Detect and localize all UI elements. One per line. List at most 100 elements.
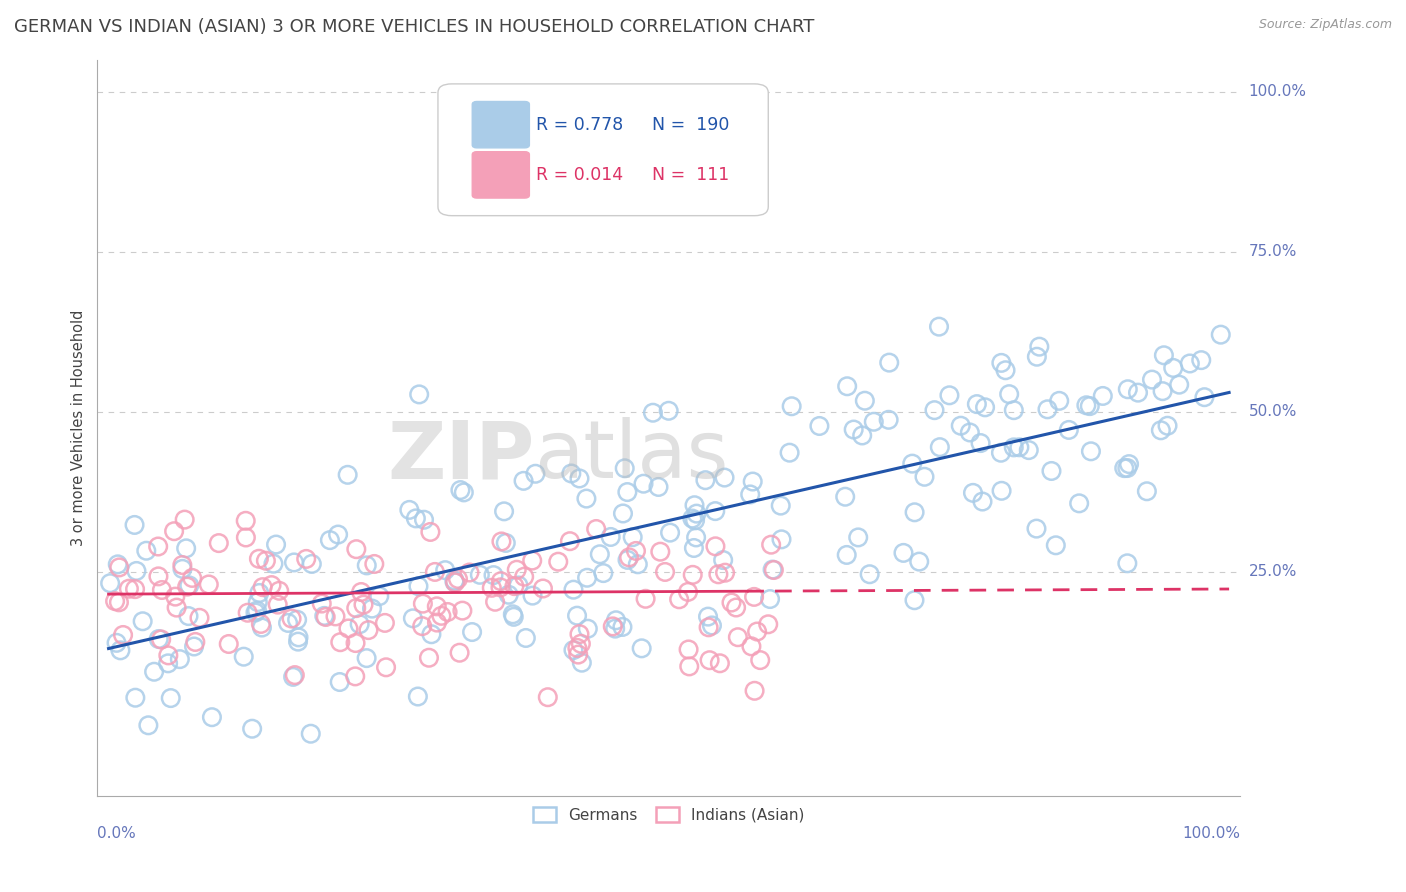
Point	[740, 640, 762, 654]
Point	[682, 567, 704, 582]
Point	[1168, 377, 1191, 392]
FancyBboxPatch shape	[472, 152, 530, 198]
Point	[700, 618, 723, 632]
Point	[284, 668, 307, 682]
Point	[453, 485, 475, 500]
Point	[697, 620, 720, 634]
Point	[138, 718, 160, 732]
Point	[998, 387, 1021, 401]
Point	[1036, 402, 1059, 417]
Point	[208, 536, 231, 550]
Point	[576, 622, 599, 636]
Point	[240, 722, 263, 736]
Point	[498, 588, 520, 602]
Point	[143, 665, 166, 679]
Point	[447, 572, 470, 586]
Point	[299, 727, 322, 741]
Point	[1116, 556, 1139, 570]
Point	[1047, 393, 1070, 408]
Point	[1118, 457, 1140, 471]
Point	[531, 582, 554, 596]
Text: atlas: atlas	[534, 417, 728, 495]
Point	[489, 574, 512, 589]
Point	[522, 553, 544, 567]
Point	[468, 567, 491, 582]
Point	[412, 597, 434, 611]
Point	[124, 582, 146, 596]
Point	[749, 653, 772, 667]
Point	[482, 568, 505, 582]
Point	[443, 574, 465, 589]
Point	[344, 601, 367, 615]
Point	[756, 617, 779, 632]
Point	[966, 397, 988, 411]
Point	[901, 457, 924, 471]
Point	[285, 613, 308, 627]
Point	[624, 544, 647, 558]
Point	[842, 423, 865, 437]
Point	[990, 483, 1012, 498]
Point	[301, 557, 323, 571]
Point	[759, 538, 782, 552]
Point	[630, 641, 652, 656]
Point	[969, 436, 991, 450]
Point	[924, 403, 946, 417]
Point	[1025, 350, 1047, 364]
Point	[720, 596, 742, 610]
Point	[650, 544, 672, 558]
Point	[236, 606, 259, 620]
Point	[685, 530, 707, 544]
Point	[325, 609, 347, 624]
Point	[357, 623, 380, 637]
Point	[148, 540, 170, 554]
Point	[928, 319, 950, 334]
Point	[654, 565, 676, 579]
Point	[592, 566, 614, 580]
Point	[621, 530, 644, 544]
Point	[287, 631, 309, 645]
Point	[835, 548, 858, 562]
Point	[181, 571, 204, 585]
Point	[1069, 496, 1091, 510]
Point	[515, 631, 537, 645]
Point	[990, 356, 1012, 370]
Text: N =  190: N = 190	[652, 116, 730, 134]
Point	[163, 524, 186, 539]
Point	[1002, 441, 1025, 455]
Point	[725, 600, 748, 615]
Point	[419, 524, 441, 539]
Point	[741, 475, 763, 489]
Point	[938, 388, 960, 402]
Y-axis label: 3 or more Vehicles in Household: 3 or more Vehicles in Household	[72, 310, 86, 546]
Point	[974, 401, 997, 415]
Point	[589, 547, 612, 561]
Point	[269, 583, 291, 598]
Point	[1140, 373, 1163, 387]
Point	[264, 537, 287, 551]
Point	[131, 614, 153, 628]
Point	[281, 670, 304, 684]
Point	[494, 504, 516, 518]
Point	[769, 499, 792, 513]
Point	[711, 553, 734, 567]
Point	[605, 622, 627, 636]
Legend: Germans, Indians (Asian): Germans, Indians (Asian)	[527, 801, 811, 829]
Point	[990, 446, 1012, 460]
Point	[150, 632, 173, 647]
Point	[1153, 348, 1175, 362]
Point	[834, 490, 856, 504]
Point	[363, 557, 385, 571]
Point	[254, 554, 277, 568]
Point	[762, 563, 785, 577]
Text: GERMAN VS INDIAN (ASIAN) 3 OR MORE VEHICLES IN HOUSEHOLD CORRELATION CHART: GERMAN VS INDIAN (ASIAN) 3 OR MORE VEHIC…	[14, 18, 814, 36]
Point	[260, 578, 283, 592]
Point	[508, 578, 530, 592]
Point	[124, 518, 146, 533]
Point	[451, 604, 474, 618]
Point	[678, 659, 700, 673]
Point	[994, 363, 1017, 377]
Point	[280, 611, 302, 625]
Point	[633, 476, 655, 491]
Point	[235, 531, 257, 545]
Point	[740, 487, 762, 501]
